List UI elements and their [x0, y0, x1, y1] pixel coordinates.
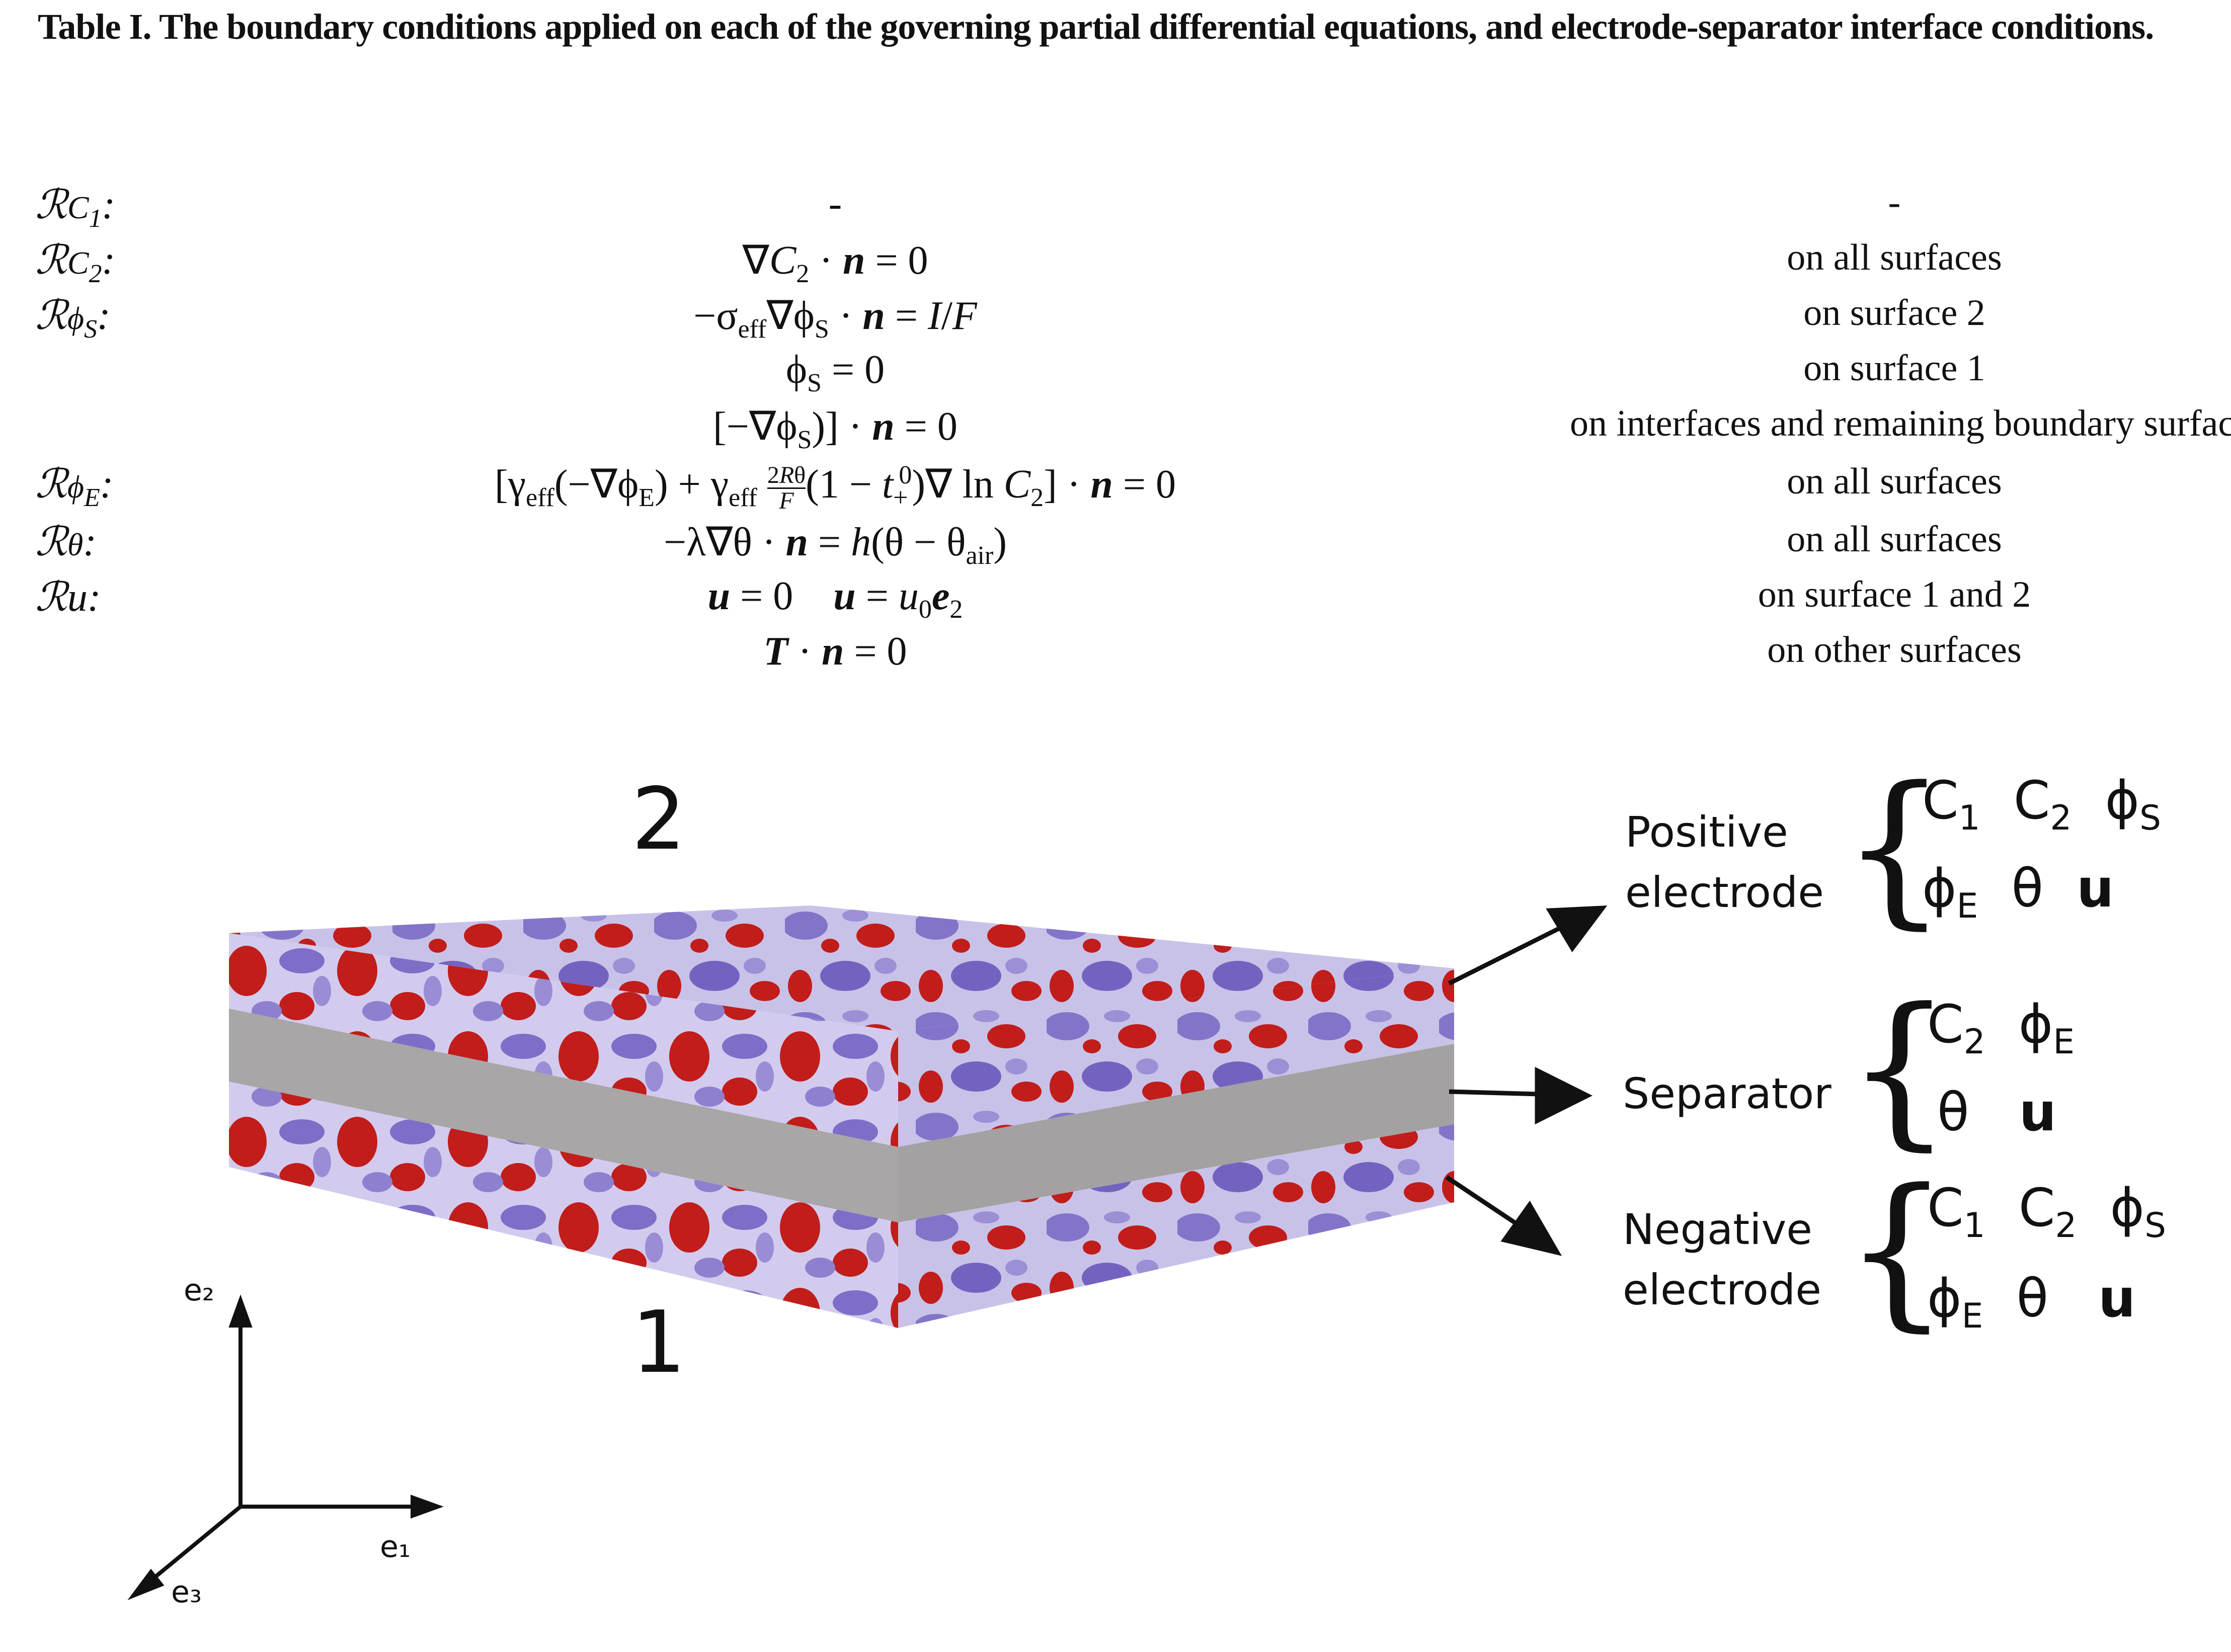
positive-electrode-vars-line2: ϕE θ u [1922, 858, 2114, 926]
row-label: ℛC1: [35, 183, 116, 233]
separator-brace: { [1847, 972, 1952, 1166]
positive-electrode-label-line1: Positive [1625, 807, 1788, 857]
row-condition: on surface 1 [1803, 348, 1985, 389]
negative-electrode-label-line1: Negative [1623, 1205, 1812, 1254]
row-condition: on other surfaces [1767, 629, 2022, 671]
e1-axis-label: e₁ [380, 1529, 411, 1564]
separator-vars-line1: C2 ϕE [1927, 994, 2075, 1061]
e3-axis-label: e₃ [171, 1575, 202, 1610]
positive-electrode-front-face [229, 933, 898, 1147]
surface-2-label: 2 [631, 770, 686, 869]
row-equation: ϕS = 0 [785, 348, 885, 397]
separator-vars-line2: θ u [1937, 1082, 2056, 1143]
positive-electrode-arrow [1448, 905, 1608, 986]
row-equation: ∇C2 · n = 0 [742, 238, 928, 288]
row-equation: −λ∇θ · n = h(θ − θair) [664, 520, 1007, 570]
table-caption: Table I. The boundary conditions applied… [38, 7, 2154, 47]
negative-electrode-front-face [229, 1082, 898, 1328]
positive-electrode-side-face [898, 968, 1454, 1147]
table-row: ℛθ: −λ∇θ · n = h(θ − θair) on all surfac… [0, 518, 2231, 573]
table-row: ℛC1: - - [0, 181, 2231, 236]
table-row: ϕS = 0 on surface 1 [0, 347, 2231, 402]
negative-electrode-vars-line1: C1 C2 ϕS [1927, 1177, 2167, 1245]
positive-electrode-brace: { [1842, 751, 1947, 944]
negative-electrode-vars-line2: ϕE θ u [1927, 1268, 2136, 1336]
coordinate-axes [127, 1294, 444, 1600]
table-row: T · n = 0 on other surfaces [0, 629, 2231, 684]
table-row: ℛC2: ∇C2 · n = 0 on all surfaces [0, 236, 2231, 292]
negative-electrode-arrow [1445, 1175, 1562, 1256]
row-condition: on all surfaces [1787, 461, 2002, 502]
row-equation: - [828, 182, 842, 226]
row-equation: u = 0 u = u0e2 [707, 574, 963, 624]
negative-electrode-brace: { [1844, 1153, 1950, 1347]
positive-electrode-label-line2: electrode [1625, 868, 1824, 917]
separator-front-face [229, 1009, 898, 1222]
row-equation: T · n = 0 [763, 629, 907, 674]
row-condition: on interfaces and remaining boundary sur… [1570, 403, 2231, 444]
negative-electrode-side-face [898, 1124, 1454, 1328]
table-row: [−∇ϕS)] · n = 0 on interfaces and remain… [0, 402, 2231, 458]
row-label: ℛϕS: [35, 294, 111, 344]
table-row: ℛu: u = 0 u = u0e2 on surface 1 and 2 [0, 573, 2231, 629]
negative-electrode-label-line2: electrode [1623, 1265, 1821, 1314]
surface-1-label: 1 [631, 1293, 686, 1392]
separator-label: Separator [1623, 1069, 1831, 1118]
row-condition: on all surfaces [1787, 237, 2002, 278]
row-label: ℛϕE: [35, 462, 114, 512]
row-condition: on all surfaces [1787, 519, 2002, 560]
row-condition: on surface 1 and 2 [1758, 574, 2031, 615]
e2-axis-label: e₂ [184, 1273, 214, 1308]
table-row: ℛϕS: −σeff∇ϕS · n = I/F on surface 2 [0, 292, 2231, 347]
row-equation: [−∇ϕS)] · n = 0 [713, 404, 958, 454]
separator-side-face [898, 1044, 1454, 1222]
table-row: ℛϕE: [γeff(−∇ϕE) + γeff 2Rθ F (1 − t+0)∇ l… [0, 460, 2231, 516]
row-label: ℛu: [35, 575, 101, 620]
positive-electrode-vars-line1: C1 C2 ϕS [1922, 770, 2162, 838]
row-condition: on surface 2 [1803, 292, 1985, 334]
row-label: ℛC2: [35, 238, 116, 288]
boundary-conditions-table: ℛC1: - - ℛC2: ∇C2 · n = 0 on all surface… [0, 0, 2231, 704]
row-equation: [γeff(−∇ϕE) + γeff 2Rθ F (1 − t+0)∇ ln C2]… [495, 461, 1176, 515]
row-condition: - [1888, 182, 1901, 223]
row-label: ℛθ: [35, 520, 97, 564]
row-equation: −σeff∇ϕS · n = I/F [693, 294, 977, 344]
separator-arrow [1449, 1066, 1593, 1125]
slab-top-face [229, 905, 1454, 1031]
